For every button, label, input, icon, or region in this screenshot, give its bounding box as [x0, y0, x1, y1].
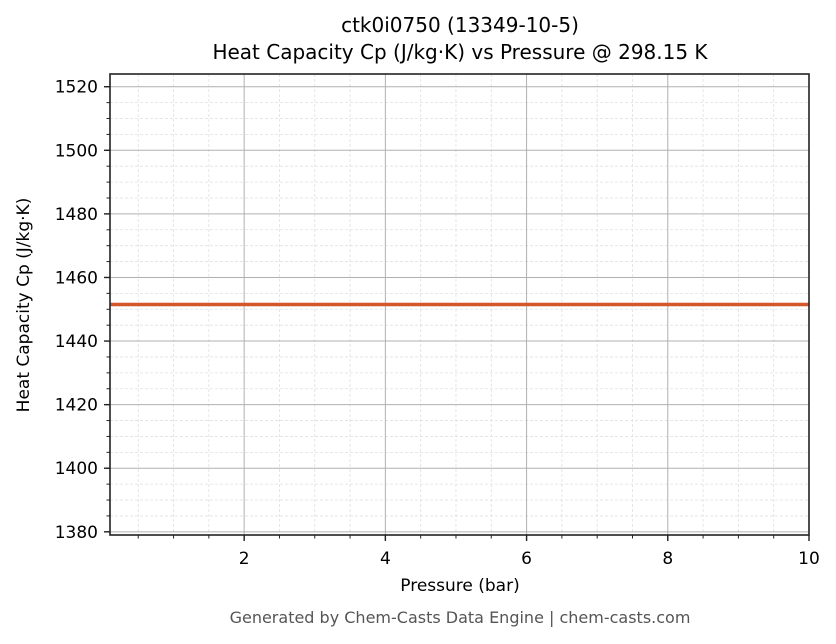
x-tick-label: 6 [521, 549, 532, 569]
y-tick-label: 1380 [55, 523, 98, 543]
y-tick-label: 1520 [55, 78, 98, 98]
x-tick-label: 8 [662, 549, 673, 569]
y-axis-label: Heat Capacity Cp (J/kg·K) [14, 197, 34, 413]
y-tick-label: 1420 [55, 396, 98, 416]
y-tick-label: 1480 [55, 205, 98, 225]
chart-subtitle: Heat Capacity Cp (J/kg·K) vs Pressure @ … [212, 40, 708, 64]
y-tick-label: 1460 [55, 268, 98, 288]
y-tick-label: 1400 [55, 459, 98, 479]
x-tick-label: 4 [380, 549, 391, 569]
x-tick-label: 2 [239, 549, 250, 569]
x-tick-label: 10 [798, 549, 820, 569]
y-tick-label: 1500 [55, 141, 98, 161]
footer-credit: Generated by Chem-Casts Data Engine | ch… [229, 608, 691, 627]
axes-frame [109, 73, 810, 536]
x-axis-label: Pressure (bar) [400, 576, 520, 596]
y-tick-label: 1440 [55, 332, 98, 352]
chart-title: ctk0i0750 (13349-10-5) [341, 13, 579, 37]
